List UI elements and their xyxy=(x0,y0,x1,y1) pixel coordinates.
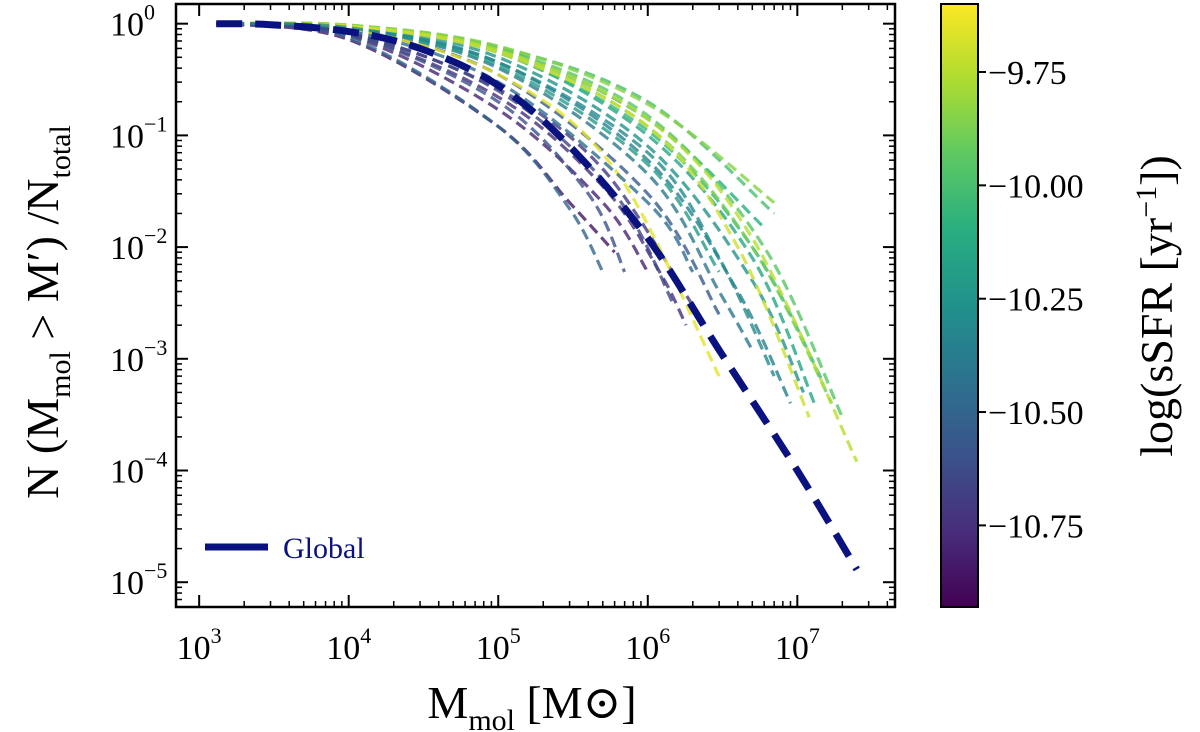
x-axis-ticks: 103 104 105 106 107 xyxy=(177,4,889,667)
colorbar-tick-label: −10.75 xyxy=(988,508,1084,545)
colorbar-tick-label: −9.75 xyxy=(988,55,1067,92)
colorbar-gradient xyxy=(940,3,979,608)
galaxy-series-line-24 xyxy=(216,21,776,377)
galaxy-series-line-16 xyxy=(216,21,844,418)
galaxy-series-line-7 xyxy=(216,22,605,273)
global-series-line xyxy=(216,20,860,572)
galaxy-series-layer xyxy=(216,21,859,463)
galaxy-series-line-5 xyxy=(216,22,627,273)
galaxy-series-line-3 xyxy=(216,22,688,326)
y-tick-label: 10−5 xyxy=(110,558,167,602)
global-series-layer xyxy=(216,20,860,572)
y-tick-label: 10−1 xyxy=(110,111,167,155)
colorbar-label: log(sSFR [yr−1]) xyxy=(1130,155,1182,457)
x-axis-label: Mmol [M⊙] xyxy=(427,677,636,732)
x-tick-label: 104 xyxy=(326,623,371,667)
y-tick-label: 100 xyxy=(110,0,155,44)
colorbar-tick-label: −10.00 xyxy=(988,168,1084,205)
plot-area: 103 104 105 106 107 100 10−1 10−2 10−3 10−4 10−5 xyxy=(110,0,897,667)
x-tick-label: 107 xyxy=(775,623,820,667)
legend: Global xyxy=(205,532,365,565)
galaxy-series-line-4 xyxy=(216,22,695,307)
galaxy-series-line-9 xyxy=(216,21,792,404)
x-tick-label: 103 xyxy=(177,623,222,667)
galaxy-series-line-12 xyxy=(216,21,816,404)
colorbar-ticks: −9.75 −10.00 −10.25 −10.50 −10.75 xyxy=(978,55,1084,545)
galaxy-series-line-2 xyxy=(216,22,650,273)
galaxy-series-line-10 xyxy=(216,21,805,394)
x-tick-label: 106 xyxy=(625,623,670,667)
y-tick-label: 10−2 xyxy=(110,223,167,267)
y-tick-label: 10−4 xyxy=(110,447,167,491)
y-tick-label: 10−3 xyxy=(110,335,167,379)
colorbar: −9.75 −10.00 −10.25 −10.50 −10.75 log(sSFR [… xyxy=(940,3,1182,608)
colorbar-tick-label: −10.50 xyxy=(988,395,1084,432)
y-axis-label: N (Mmol > M′) /Ntotal xyxy=(17,125,77,499)
galaxy-series-line-19 xyxy=(216,21,859,463)
legend-global-label: Global xyxy=(283,532,365,565)
y-axis-ticks: 100 10−1 10−2 10−3 10−4 10−5 xyxy=(110,0,895,608)
colorbar-tick-label: −10.25 xyxy=(988,282,1084,319)
x-tick-label: 105 xyxy=(476,623,521,667)
